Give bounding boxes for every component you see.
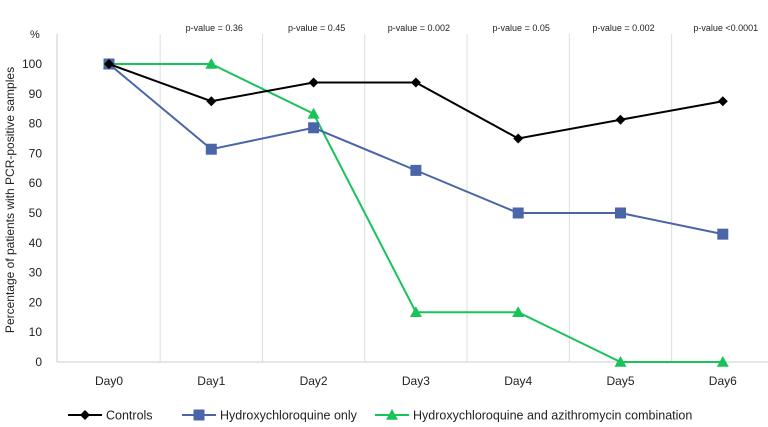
p-value-label: p-value = 0.002 xyxy=(592,23,654,33)
legend-label: Controls xyxy=(106,409,153,423)
series-0 xyxy=(104,59,728,144)
data-point xyxy=(615,207,626,219)
p-value-label: p-value = 0.05 xyxy=(493,23,550,33)
legend-item: Hydroxychloroquine only xyxy=(182,409,358,423)
legend-marker xyxy=(386,409,398,420)
x-tick-label: Day5 xyxy=(606,374,634,388)
x-tick-label: Day6 xyxy=(709,374,737,388)
series-2 xyxy=(103,58,729,367)
series-line xyxy=(108,63,723,140)
y-tick-label: 80 xyxy=(29,117,43,131)
legend-item: Controls xyxy=(68,409,153,423)
data-point xyxy=(104,59,114,69)
data-point xyxy=(205,58,218,69)
y-axis-unit: % xyxy=(30,29,40,41)
x-tick-label: Day0 xyxy=(95,374,123,388)
data-point xyxy=(409,306,422,318)
data-point xyxy=(717,228,729,240)
x-tick-label: Day3 xyxy=(402,374,430,388)
y-tick-label: 10 xyxy=(29,325,43,339)
legend-label: Hydroxychloroquine and azithromycin comb… xyxy=(413,409,692,423)
data-point xyxy=(512,207,524,219)
data-point xyxy=(410,77,421,88)
y-tick-label: 30 xyxy=(29,266,43,280)
y-tick-label: 90 xyxy=(29,87,43,101)
data-point xyxy=(308,77,319,88)
series-line xyxy=(109,63,723,363)
legend-label: Hydroxychloroquine only xyxy=(220,409,358,423)
y-tick-label: 60 xyxy=(29,176,43,190)
data-point xyxy=(615,114,626,125)
legend-marker xyxy=(80,410,90,420)
x-tick-label: Day2 xyxy=(300,374,328,388)
p-value-label: p-value = 0.36 xyxy=(186,23,243,33)
legend: Controls Hydroxychloroquine only Hydroxych… xyxy=(68,409,692,423)
series xyxy=(103,58,729,367)
x-tick-label: Day4 xyxy=(504,374,532,388)
data-point xyxy=(717,96,728,107)
y-axis-label: Percentage of patients with PCR-positive… xyxy=(3,67,17,333)
y-tick-labels: 0 10 20 30 40 50 60 70 80 90 100 xyxy=(22,57,42,369)
data-point xyxy=(513,133,524,144)
y-tick-label: 40 xyxy=(29,236,43,250)
data-point xyxy=(614,356,627,367)
data-point xyxy=(206,96,217,107)
p-value-labels: p-value = 0.36 p-value = 0.45 p-value = 0.… xyxy=(186,23,759,33)
data-point xyxy=(716,356,729,367)
x-tick-label: Day1 xyxy=(197,374,225,388)
x-tick-labels: Day0 Day1 Day2 Day3 Day4 Day5 Day6 xyxy=(95,374,737,388)
series-line xyxy=(108,63,724,236)
data-point xyxy=(307,107,320,119)
p-value-label: p-value = 0.002 xyxy=(388,23,450,33)
p-value-label: p-value = 0.45 xyxy=(288,23,345,33)
data-point xyxy=(308,122,320,134)
p-value-label: p-value <0.0001 xyxy=(693,23,758,33)
data-point xyxy=(410,164,422,176)
y-tick-label: 20 xyxy=(29,295,43,309)
data-point xyxy=(205,143,217,155)
legend-marker xyxy=(193,409,205,421)
y-tick-label: 70 xyxy=(29,146,43,160)
y-tick-label: 0 xyxy=(35,355,42,369)
y-tick-label: 100 xyxy=(22,57,42,71)
y-tick-label: 50 xyxy=(29,206,43,220)
data-point xyxy=(512,306,525,318)
legend-item: Hydroxychloroquine and azithromycin comb… xyxy=(375,409,692,423)
